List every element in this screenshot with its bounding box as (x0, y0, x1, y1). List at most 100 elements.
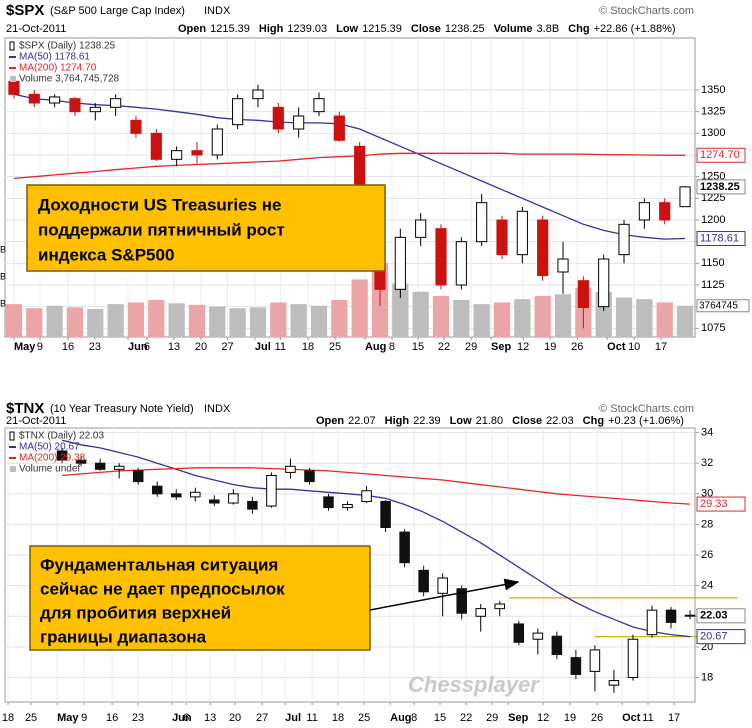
y-tick-label: 1125 (701, 279, 725, 291)
candle-body (589, 649, 601, 672)
ma-line (61, 439, 691, 638)
candle-body (570, 657, 582, 675)
source: © StockCharts.com (599, 5, 694, 17)
candle-body (456, 588, 467, 614)
x-tick-label: 25 (25, 712, 37, 724)
x-tick-label: 11 (275, 341, 286, 353)
candle-body (475, 608, 486, 617)
stat-value: 22.03 (546, 415, 574, 427)
candle-body (399, 531, 410, 564)
candle-body (342, 504, 353, 509)
annotation-box (26, 184, 386, 272)
last-label-box (696, 299, 750, 313)
candle-body (113, 465, 125, 470)
legend-label: MA(50) 20.67 (19, 442, 80, 453)
chart-title: $SPX (6, 2, 44, 19)
candle-body (494, 603, 506, 610)
stat-value: 21.80 (476, 415, 504, 427)
x-tick-label: 12 (517, 341, 529, 353)
legend-label: $TNX (Daily) 22.03 (19, 431, 104, 442)
volume-axis-label: B (0, 298, 6, 308)
candle-body (94, 462, 106, 470)
candle-body (266, 474, 277, 507)
volume-bar (432, 295, 450, 337)
candle-body (333, 115, 345, 141)
candle-body (232, 98, 244, 126)
y-tick-label: 1200 (701, 214, 725, 226)
x-tick-label: 17 (668, 712, 680, 724)
volume-bar (676, 305, 694, 337)
volume-bar (656, 302, 673, 337)
legend-icon (9, 431, 15, 441)
stat-value: 3.8B (537, 23, 560, 35)
candle-body (496, 219, 508, 256)
x-tick-label: 13 (204, 712, 216, 724)
x-tick-label: Jun (172, 712, 192, 724)
candle-body (557, 258, 569, 273)
candle-body (627, 638, 639, 679)
volume-bar (188, 304, 206, 337)
volume-bar (66, 307, 84, 337)
x-tick-label: May (14, 341, 36, 353)
stat-label: High (259, 23, 284, 35)
x-tick-label: 23 (132, 712, 144, 724)
stat-label: Open (316, 415, 344, 427)
chart-title: $TNX (6, 400, 44, 417)
annotation-text: поддержали пятничный рост (38, 220, 285, 239)
y-tick-label: 34 (701, 426, 713, 438)
y-tick-label: 26 (701, 549, 713, 561)
x-tick-label: 19 (544, 341, 556, 353)
candle-body (516, 210, 528, 256)
x-tick-label: 29 (486, 712, 498, 724)
stat-value: +0.23 (+1.06%) (608, 415, 684, 427)
candle-body (252, 89, 264, 100)
x-tick-label: 25 (358, 712, 370, 724)
y-tick-label: 1350 (701, 84, 725, 96)
x-tick-label: Jun (128, 341, 148, 353)
x-tick-label: 6 (183, 712, 189, 724)
volume-bar (290, 304, 307, 337)
ma-line (62, 467, 691, 505)
x-tick-label: 18 (2, 712, 14, 724)
volume-bar (168, 303, 185, 337)
x-tick-label: 15 (434, 712, 446, 724)
y-tick-label: 1325 (701, 106, 725, 118)
candle-body (551, 635, 563, 656)
candle-body (684, 614, 696, 617)
exchange: INDX (204, 403, 231, 415)
stat-label: High (385, 415, 410, 427)
volume-bar (148, 299, 165, 337)
legend-label: Volume undef (19, 464, 80, 475)
x-tick-label: 18 (302, 341, 314, 353)
stat-value: 22.39 (413, 415, 441, 427)
x-tick-label: 8 (411, 712, 417, 724)
legend-label: $SPX (Daily) 1238.25 (19, 41, 116, 52)
candle-body (665, 609, 677, 623)
volume-axis-label: B (0, 271, 6, 281)
watermark: Chessplayer (408, 672, 540, 697)
x-tick-label: 6 (144, 341, 150, 353)
candle-body (209, 499, 220, 504)
y-tick-label: 1150 (701, 257, 725, 269)
x-tick-label: 11 (306, 712, 317, 724)
candle-body (415, 219, 427, 238)
candle-body (272, 106, 284, 130)
stats: Open 1215.39 High 1239.03 Low 1215.39 Close 123… (178, 23, 676, 35)
candle-body (211, 128, 223, 156)
x-tick-label: Sep (491, 341, 511, 353)
last-label: 20.67 (700, 631, 728, 643)
candle-body (247, 500, 258, 510)
source: © StockCharts.com (599, 403, 694, 415)
legend-label: Volume 3,764,745,728 (19, 74, 120, 85)
ma-line (13, 93, 686, 240)
y-tick-label: 1300 (701, 127, 725, 139)
stat-label: Low (336, 23, 358, 35)
x-tick-label: May (57, 712, 79, 724)
x-tick-label: 16 (62, 341, 74, 353)
x-tick-label: Aug (365, 341, 386, 353)
x-tick-label: Oct (622, 712, 641, 724)
candle-body (89, 106, 101, 113)
candle-body (228, 493, 239, 504)
candle-body (150, 132, 162, 160)
